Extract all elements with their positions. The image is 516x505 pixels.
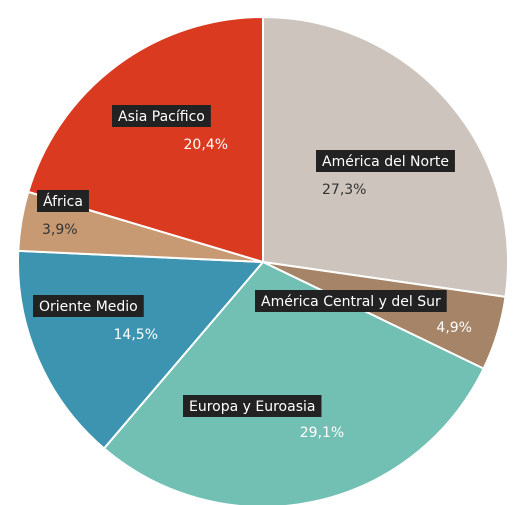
slice-label: África xyxy=(43,193,83,210)
slice-label: Europa y Euroasia xyxy=(189,399,315,415)
label-box xyxy=(183,395,322,417)
label-box xyxy=(255,290,447,312)
pie-slice xyxy=(102,260,485,505)
label-box xyxy=(37,190,89,212)
value-label: 27,3% xyxy=(322,182,366,198)
slice-label: América Central y del Sur xyxy=(261,294,441,310)
slice-label: América del Norte xyxy=(322,154,449,170)
slice-label: Oriente Medio xyxy=(39,299,138,315)
label-box xyxy=(316,150,455,172)
label-box xyxy=(33,295,144,317)
value-label: 3,9% xyxy=(42,222,78,238)
value-label: 20,4% xyxy=(184,137,228,153)
value-label: 4,9% xyxy=(436,320,472,336)
label-box xyxy=(112,105,211,127)
value-label: 29,1% xyxy=(300,425,344,441)
slice-label: Asia Pacífico xyxy=(118,109,205,125)
value-label: 14,5% xyxy=(114,327,158,343)
